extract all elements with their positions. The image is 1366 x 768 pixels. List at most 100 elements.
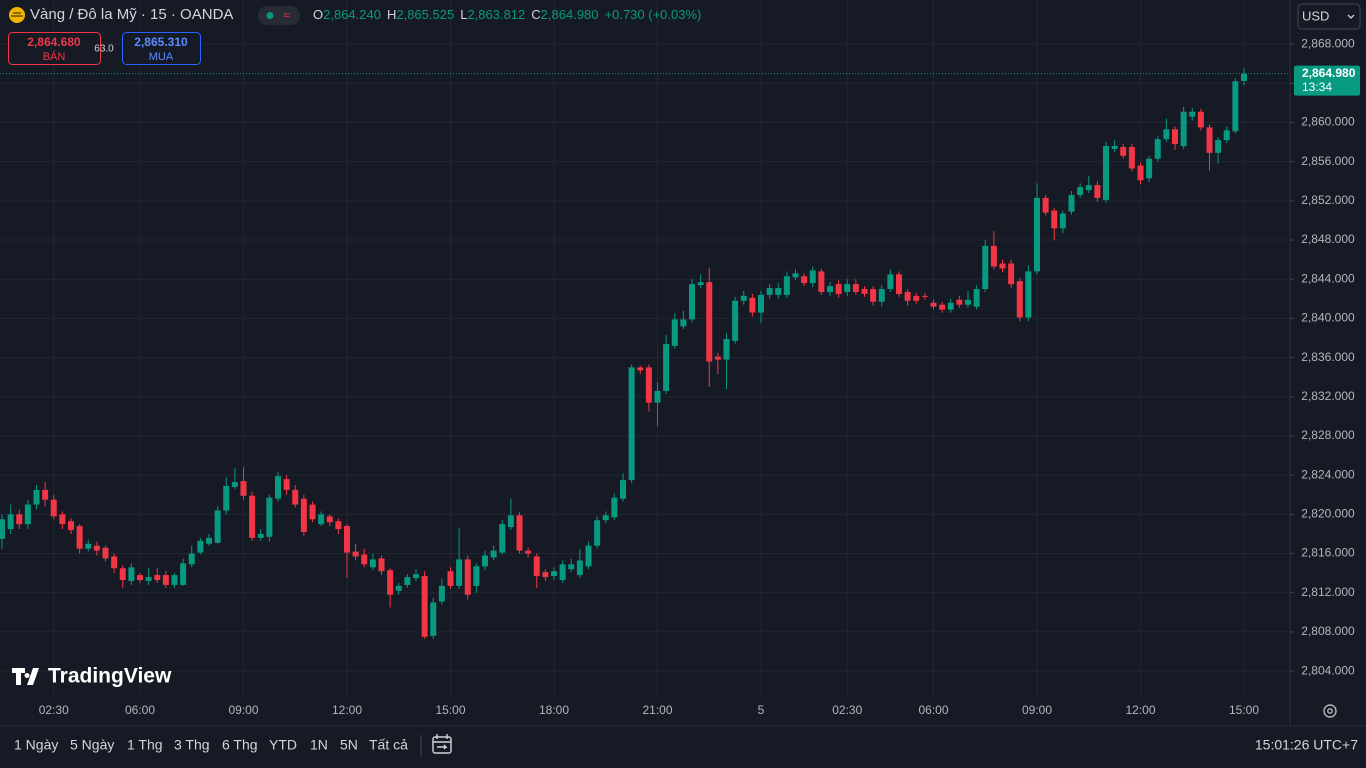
candle-body xyxy=(766,288,773,295)
y-tick-label: 2,812.000 xyxy=(1301,585,1355,599)
candle-body xyxy=(1215,140,1222,153)
candle-body xyxy=(1068,194,1075,212)
candle-body xyxy=(1034,197,1040,272)
candle-body xyxy=(413,574,419,579)
candle-body xyxy=(1146,158,1153,179)
candle-body xyxy=(50,499,57,517)
candle-body xyxy=(559,564,566,580)
y-tick-label: 2,856.000 xyxy=(1301,154,1355,168)
x-tick-label: 18:00 xyxy=(539,703,569,717)
candle-body xyxy=(111,556,118,569)
candle-body xyxy=(1232,81,1239,132)
sell-button[interactable] xyxy=(8,32,101,65)
sell-label: BÁN xyxy=(43,50,66,63)
y-tick-label: 2,808.000 xyxy=(1301,624,1355,638)
buy-button[interactable] xyxy=(122,32,201,65)
candle-body xyxy=(430,602,437,636)
candle-body xyxy=(904,291,911,301)
candle-body xyxy=(1137,165,1144,181)
status-pill xyxy=(258,6,300,25)
candle-body xyxy=(180,563,187,585)
candle-body xyxy=(723,338,730,360)
candle-body xyxy=(1154,139,1161,159)
overlay: 2,804.000 2,808.000 2,812.000 2,816.000 2,82… xyxy=(0,36,1360,717)
candle-body xyxy=(732,300,739,341)
settings-icon[interactable] xyxy=(1323,704,1337,718)
y-tick-label: 2,832.000 xyxy=(1301,389,1355,403)
candle-body xyxy=(551,571,557,577)
candle-body xyxy=(1128,146,1135,169)
calendar-icon[interactable] xyxy=(432,734,452,754)
logo-mark xyxy=(12,668,39,685)
candle-body xyxy=(749,297,756,313)
candle-body xyxy=(16,514,23,525)
candle-body xyxy=(499,524,506,553)
candle-body xyxy=(645,367,652,403)
candle-body xyxy=(300,498,307,532)
range-button[interactable]: 5 Ngày xyxy=(70,737,114,753)
range-button[interactable]: 1 Thg xyxy=(127,737,163,753)
range-button[interactable]: 3 Thg xyxy=(174,737,210,753)
candle-body xyxy=(421,576,428,637)
candle-body xyxy=(585,545,592,567)
candle-body xyxy=(361,554,368,565)
x-tick-label: 12:00 xyxy=(332,703,362,717)
y-tick-label: 2,828.000 xyxy=(1301,428,1355,442)
candle-body xyxy=(145,577,152,581)
candle-body xyxy=(266,497,273,537)
candle-body xyxy=(24,504,31,525)
candle-body xyxy=(921,295,928,297)
ohlc-value: 2,863.812 xyxy=(467,7,525,22)
candle-body xyxy=(594,520,601,546)
range-button[interactable]: 1 Ngày xyxy=(14,737,58,753)
candle-body xyxy=(542,572,549,578)
candle-body xyxy=(59,514,66,525)
candle-body xyxy=(171,575,178,585)
candle-body xyxy=(602,515,609,521)
candle-body xyxy=(878,289,885,302)
candle-body xyxy=(1077,187,1084,195)
y-tick-label: 2,844.000 xyxy=(1301,271,1355,285)
candle-body xyxy=(7,514,14,530)
buy-label: MUA xyxy=(149,51,174,63)
candle-body xyxy=(870,289,877,302)
x-tick-label: 06:00 xyxy=(125,703,155,717)
candle-body xyxy=(309,504,316,520)
candle-body xyxy=(956,299,963,305)
candle-body xyxy=(783,276,790,295)
range-button[interactable]: Tất cả xyxy=(369,737,408,753)
candle-body xyxy=(1163,129,1170,140)
y-tick-label: 2,816.000 xyxy=(1301,546,1355,560)
candle-body xyxy=(464,559,471,595)
x-tick-label: 21:00 xyxy=(642,703,672,717)
range-button[interactable]: YTD xyxy=(269,737,297,753)
candle-body xyxy=(119,568,126,580)
candle-body xyxy=(671,319,678,346)
range-button[interactable]: 1N xyxy=(310,737,328,753)
toolbar xyxy=(0,727,1366,768)
candle-body xyxy=(939,304,946,310)
x-tick-label: 02:30 xyxy=(39,703,69,717)
candle-body xyxy=(999,263,1006,269)
ohlc-key: C xyxy=(531,7,540,22)
candle-body xyxy=(473,566,480,586)
ohlc-value: 2,865.525 xyxy=(396,7,454,22)
symbol-icon xyxy=(9,7,25,23)
candle-body xyxy=(76,526,83,549)
range-button[interactable]: 5N xyxy=(340,737,358,753)
currency-button[interactable] xyxy=(1297,3,1361,30)
range-button[interactable]: 6 Thg xyxy=(222,737,258,753)
ohlc-legend: O2,864.240 H2,865.525 L2,863.812 C2,864.980… xyxy=(313,7,701,22)
candle-body xyxy=(965,299,971,305)
candle-body xyxy=(1223,130,1230,141)
candle-body xyxy=(835,284,842,294)
y-tick-label: 2,820.000 xyxy=(1301,507,1355,521)
candle-body xyxy=(490,550,497,558)
last-price-box xyxy=(1294,65,1360,96)
candle-body xyxy=(852,284,859,292)
candle-body xyxy=(844,284,851,292)
candle-body xyxy=(378,558,385,572)
candle-body xyxy=(352,551,359,557)
candles xyxy=(0,68,1247,639)
